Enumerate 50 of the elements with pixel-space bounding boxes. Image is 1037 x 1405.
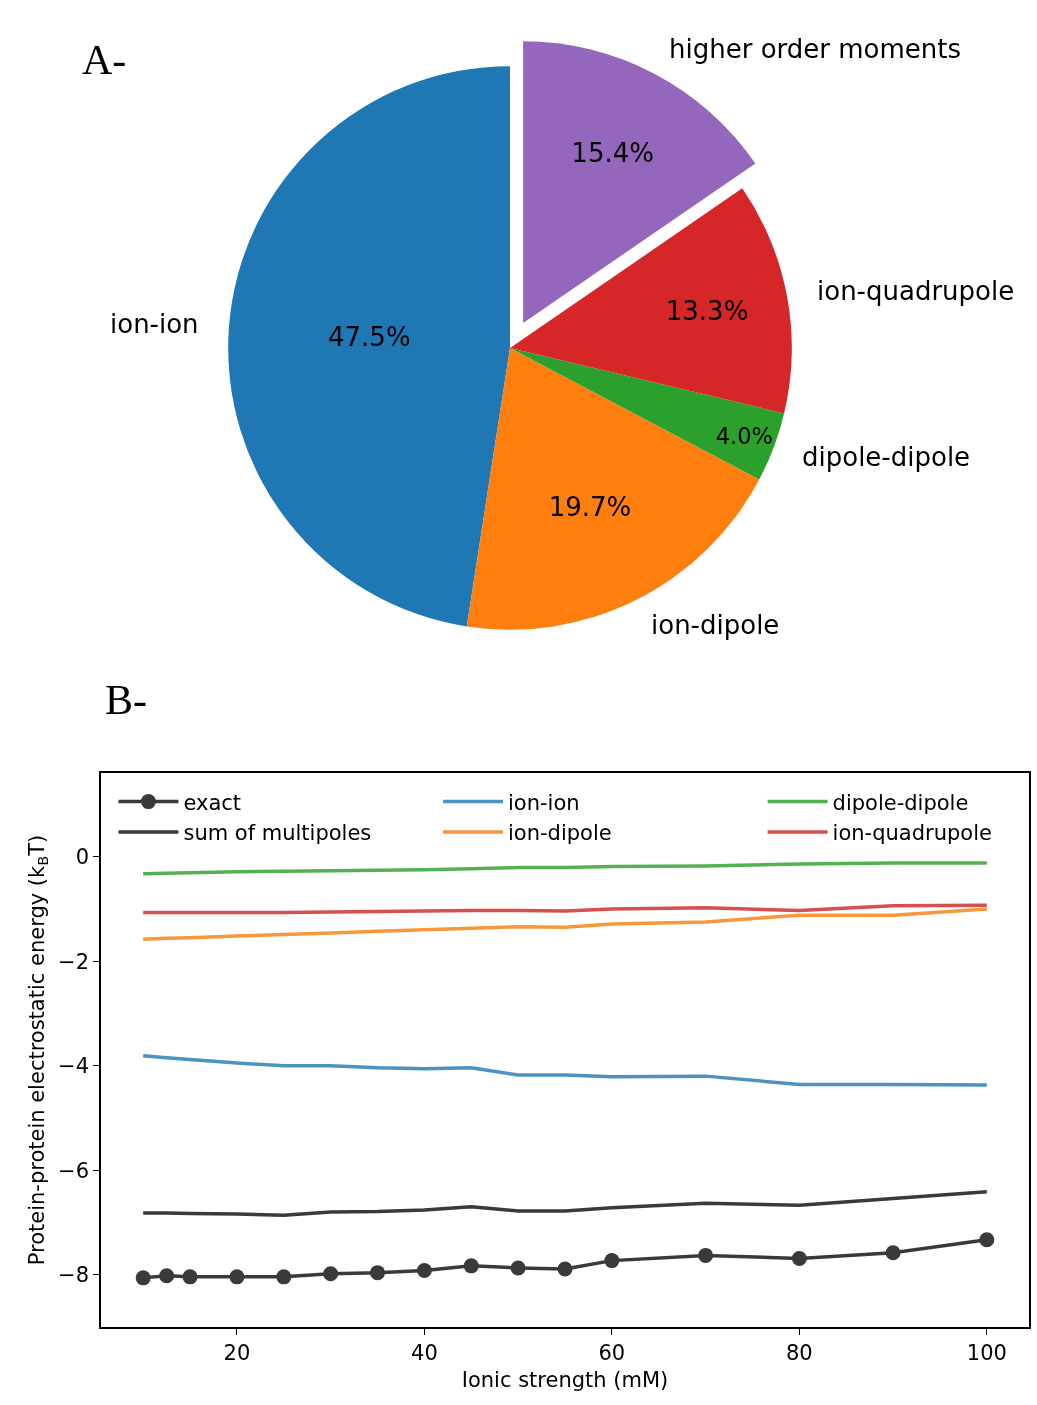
y-tick-label: −4: [58, 1054, 90, 1079]
data-label: 19.7%: [548, 492, 632, 523]
data-label: 13.3%: [665, 296, 749, 327]
chart-title: A-: [82, 37, 127, 83]
point: [159, 1268, 175, 1284]
y-tick-label: −6: [58, 1158, 90, 1183]
data-label: 15.4%: [571, 137, 654, 168]
line-series: [141, 1054, 989, 1087]
slice-label: ion-ion: [110, 309, 199, 339]
legend-label: exact: [183, 790, 242, 815]
line-series: [141, 907, 989, 941]
point: [979, 1232, 995, 1248]
x-axis-title: Ionic strength (mM): [461, 1367, 669, 1392]
legend-label: dipole-dipole: [832, 790, 969, 815]
point: [510, 1260, 526, 1276]
line-series: [141, 1189, 989, 1217]
x-tick-label: 100: [966, 1340, 1007, 1365]
point: [416, 1263, 432, 1279]
y-tick-label: −2: [58, 949, 90, 974]
point: [370, 1265, 386, 1281]
chart-title: B-: [105, 677, 147, 723]
point: [557, 1261, 573, 1277]
y-tick-label: −8: [58, 1263, 90, 1288]
point: [135, 1270, 151, 1286]
data-label: 47.5%: [328, 322, 411, 353]
point: [604, 1253, 620, 1269]
point: [698, 1247, 714, 1263]
legend-label: sum of multipoles: [183, 821, 372, 846]
legend-label: ion-dipole: [508, 821, 612, 846]
x-tick-label: 60: [598, 1340, 626, 1365]
legend-label: ion-ion: [508, 790, 580, 815]
point: [229, 1269, 245, 1285]
slice-label: dipole-dipole: [802, 442, 971, 472]
legend-label: ion-quadrupole: [832, 821, 992, 846]
point: [323, 1266, 339, 1282]
slice-label: ion-dipole: [651, 610, 780, 640]
data-label: 4.0%: [715, 423, 773, 450]
slice-label: ion-quadrupole: [817, 276, 1015, 306]
x-tick-label: 80: [785, 1340, 813, 1365]
y-tick-label: 0: [75, 844, 90, 869]
x-tick-label: 40: [411, 1340, 438, 1365]
point: [276, 1269, 292, 1285]
line-series: [141, 903, 989, 915]
point: [885, 1245, 901, 1261]
point: [463, 1258, 479, 1274]
x-tick-label: 20: [223, 1340, 251, 1365]
point: [182, 1269, 198, 1285]
line-series: [141, 861, 989, 876]
point: [791, 1251, 807, 1267]
slice-label: higher order moments: [669, 34, 962, 64]
